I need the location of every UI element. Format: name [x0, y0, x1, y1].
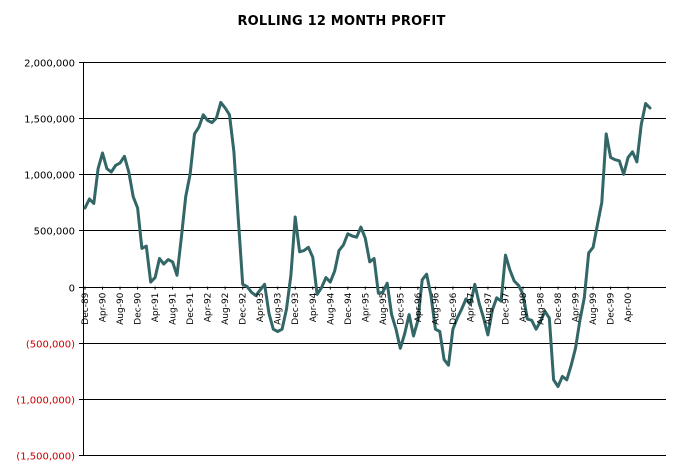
series-layer: [83, 100, 652, 388]
y-tick-label: (1,500,000): [16, 452, 75, 463]
x-tick-label: Dec-89: [81, 292, 91, 324]
y-tick-label: 500,000: [34, 227, 75, 238]
x-tick-label: Aug-98: [537, 292, 547, 325]
x-tick-label: Apr-90: [99, 292, 109, 322]
y-tick-labels: 2,000,000 1,500,000 1,000,000 500,000 0 (500,…: [16, 59, 75, 463]
x-tick-label: Dec-96: [449, 292, 459, 324]
x-tick-label: Dec-98: [554, 292, 564, 324]
axes: [79, 62, 629, 456]
x-tick-label: Dec-91: [186, 293, 196, 325]
y-tick-label: 0: [69, 284, 75, 295]
gridlines: [83, 62, 666, 456]
x-tick-label: Aug-94: [326, 292, 336, 325]
x-tick-label: Dec-94: [344, 292, 354, 324]
x-tick-label: Aug-90: [116, 292, 126, 325]
x-tick-label: Apr-91: [151, 293, 161, 323]
x-tick-label: Apr-93: [256, 293, 266, 323]
x-tick-label: Aug-93: [274, 293, 284, 325]
x-tick-label: Apr-98: [519, 292, 529, 322]
x-tick-label: Aug-95: [379, 293, 389, 325]
y-tick-label: 1,500,000: [24, 115, 75, 126]
x-tick-label: Aug-92: [221, 293, 231, 325]
x-tick-label: Apr-99: [572, 292, 582, 322]
x-tick-label: Dec-92: [239, 293, 249, 325]
x-tick-label: Aug-99: [589, 292, 599, 325]
x-tick-label: Dec-93: [291, 293, 301, 325]
x-tick-labels: Dec-89 Apr-90 Aug-90 Dec-90 Apr-91 Aug-91 Dec-…: [81, 292, 634, 325]
x-tick-label: Apr-95: [361, 293, 371, 323]
x-tick-label: Dec-95: [396, 293, 406, 325]
x-tick-label: Aug-97: [484, 293, 494, 325]
x-tick-label: Dec-99: [607, 292, 617, 324]
x-tick-label: Aug-91: [169, 293, 179, 325]
x-tick-label: Dec-97: [502, 293, 512, 325]
x-tick-label: Apr-00: [624, 292, 634, 322]
x-tick-label: Dec-90: [134, 292, 144, 324]
y-tick-label: (1,000,000): [16, 396, 75, 407]
x-tick-label: Apr-94: [309, 292, 319, 322]
x-tick-label: Aug-96: [431, 292, 441, 325]
series-line: [83, 100, 652, 388]
y-tick-label: 1,000,000: [24, 171, 75, 182]
x-tick-label: Apr-97: [466, 293, 476, 323]
chart-title: ROLLING 12 MONTH PROFIT: [237, 14, 446, 29]
x-tick-label: Apr-96: [414, 292, 424, 322]
y-tick-label: 2,000,000: [24, 59, 75, 70]
x-tick-label: Apr-92: [204, 293, 214, 323]
y-tick-label: (500,000): [26, 340, 75, 351]
